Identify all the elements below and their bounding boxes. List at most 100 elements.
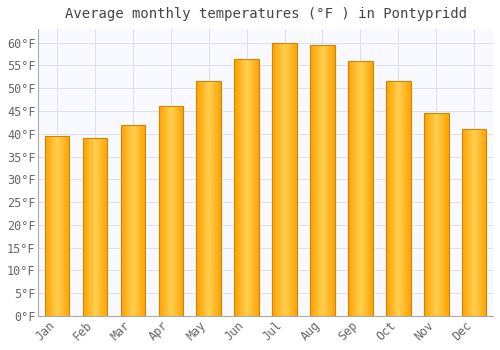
Bar <box>434 113 436 316</box>
Bar <box>235 59 236 316</box>
Bar <box>371 61 372 316</box>
Bar <box>182 106 183 316</box>
Bar <box>282 43 283 316</box>
Bar <box>218 82 220 316</box>
Bar <box>273 43 274 316</box>
Bar <box>57 136 58 316</box>
Bar <box>291 43 292 316</box>
Bar <box>321 45 322 316</box>
Bar <box>319 45 320 316</box>
Bar <box>138 125 140 316</box>
Bar <box>143 125 144 316</box>
Bar <box>401 82 402 316</box>
Bar <box>424 113 448 316</box>
Bar <box>387 82 388 316</box>
Bar <box>66 136 67 316</box>
Bar <box>68 136 70 316</box>
Bar <box>60 136 62 316</box>
Bar <box>144 125 146 316</box>
Bar <box>484 129 485 316</box>
Bar <box>394 82 395 316</box>
Bar <box>133 125 134 316</box>
Bar <box>276 43 277 316</box>
Bar <box>483 129 484 316</box>
Bar <box>310 45 311 316</box>
Bar <box>400 82 401 316</box>
Bar <box>196 82 221 316</box>
Bar <box>447 113 448 316</box>
Bar <box>87 138 88 316</box>
Bar <box>312 45 314 316</box>
Bar <box>105 138 106 316</box>
Bar <box>348 61 372 316</box>
Bar <box>142 125 143 316</box>
Bar <box>258 59 259 316</box>
Bar <box>127 125 128 316</box>
Bar <box>476 129 478 316</box>
Bar <box>350 61 352 316</box>
Bar <box>83 138 108 316</box>
Bar <box>236 59 237 316</box>
Bar <box>168 106 169 316</box>
Bar <box>474 129 475 316</box>
Bar <box>178 106 179 316</box>
Bar <box>137 125 138 316</box>
Bar <box>45 136 46 316</box>
Bar <box>288 43 290 316</box>
Bar <box>88 138 90 316</box>
Bar <box>254 59 255 316</box>
Bar <box>358 61 359 316</box>
Bar <box>334 45 335 316</box>
Bar <box>438 113 440 316</box>
Bar <box>311 45 312 316</box>
Bar <box>85 138 86 316</box>
Bar <box>240 59 241 316</box>
Bar <box>333 45 334 316</box>
Bar <box>348 61 349 316</box>
Bar <box>464 129 465 316</box>
Bar <box>386 82 387 316</box>
Bar <box>141 125 142 316</box>
Bar <box>349 61 350 316</box>
Bar <box>200 82 202 316</box>
Bar <box>84 138 85 316</box>
Bar <box>315 45 316 316</box>
Bar <box>165 106 166 316</box>
Bar <box>180 106 182 316</box>
Bar <box>316 45 318 316</box>
Bar <box>482 129 483 316</box>
Bar <box>279 43 280 316</box>
Bar <box>202 82 203 316</box>
Bar <box>283 43 284 316</box>
Bar <box>95 138 96 316</box>
Bar <box>362 61 363 316</box>
Bar <box>46 136 48 316</box>
Bar <box>216 82 217 316</box>
Bar <box>120 125 122 316</box>
Bar <box>366 61 367 316</box>
Bar <box>332 45 333 316</box>
Bar <box>296 43 297 316</box>
Bar <box>361 61 362 316</box>
Bar <box>160 106 161 316</box>
Bar <box>445 113 446 316</box>
Bar <box>50 136 51 316</box>
Bar <box>404 82 405 316</box>
Bar <box>170 106 171 316</box>
Bar <box>56 136 57 316</box>
Bar <box>272 43 297 316</box>
Bar <box>280 43 281 316</box>
Bar <box>436 113 437 316</box>
Bar <box>64 136 66 316</box>
Bar <box>91 138 92 316</box>
Bar <box>213 82 214 316</box>
Bar <box>396 82 398 316</box>
Bar <box>101 138 102 316</box>
Bar <box>45 136 70 316</box>
Bar <box>246 59 248 316</box>
Bar <box>99 138 100 316</box>
Bar <box>353 61 354 316</box>
Bar <box>428 113 429 316</box>
Bar <box>238 59 240 316</box>
Bar <box>446 113 447 316</box>
